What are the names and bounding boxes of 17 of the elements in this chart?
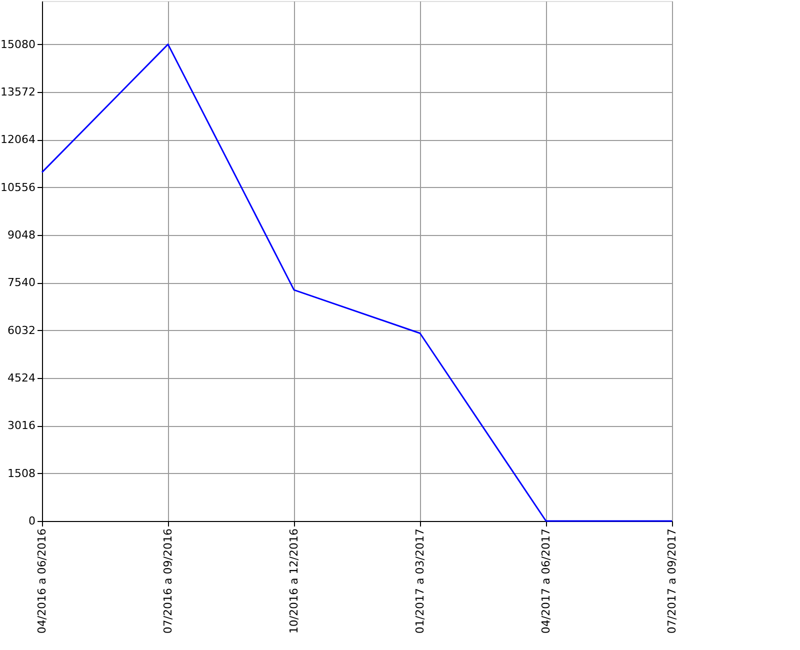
y-tick-label: 3016 <box>8 419 36 432</box>
x-tick-label: 07/2016 a 09/2016 <box>162 528 174 634</box>
y-tick-label: 12064 <box>0 133 36 146</box>
x-tick-label: 04/2017 a 06/2017 <box>540 528 552 634</box>
y-tick-label: 7540 <box>8 276 36 290</box>
y-tick-label: 0 <box>28 514 36 528</box>
y-tick-label: 4524 <box>8 371 36 384</box>
y-tick-label: 6032 <box>8 324 36 337</box>
y-tick-label: 10556 <box>0 180 36 194</box>
x-tick-label: 01/2017 a 03/2017 <box>414 528 426 634</box>
y-tick-label: 9048 <box>8 228 36 242</box>
y-tick-label: 13572 <box>0 85 36 98</box>
x-tick-label: 10/2016 a 12/2016 <box>288 528 300 634</box>
x-tick-label: 04/2016 a 06/2016 <box>36 528 48 634</box>
y-tick-label: 1508 <box>8 466 36 480</box>
y-tick-label: 15080 <box>0 38 36 51</box>
x-tick-label: 07/2017 a 09/2017 <box>666 528 678 634</box>
